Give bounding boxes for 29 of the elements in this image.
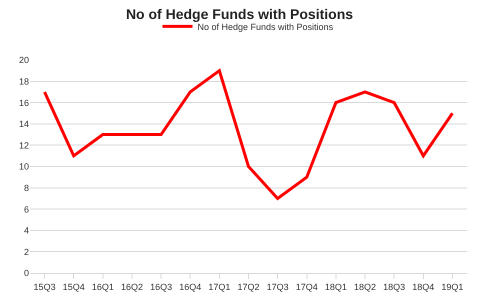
y-tick-label: 12 [18,140,29,150]
legend-label: No of Hedge Funds with Positions [198,22,334,32]
x-tick-label: 17Q4 [296,282,318,292]
x-tick-label: 17Q1 [208,282,230,292]
x-tick-label: 16Q1 [92,282,114,292]
x-tick-label: 16Q2 [120,282,143,292]
y-tick-label: 10 [18,162,29,172]
x-tick-label: 18Q3 [383,282,406,292]
x-tick-label: 18Q1 [324,282,347,292]
x-tick-label: 16Q3 [150,282,172,292]
y-tick-label: 18 [18,76,29,86]
y-tick-label: 14 [18,119,29,130]
y-tick-label: 0 [24,268,29,278]
y-tick-label: 4 [24,226,29,236]
x-tick-label: 16Q4 [179,282,202,292]
y-tick-label: 8 [24,182,29,193]
x-tick-label: 18Q2 [354,282,376,292]
x-tick-label: 17Q3 [266,282,289,292]
y-tick-label: 6 [24,204,29,214]
chart-title: No of Hedge Funds with Positions [126,6,354,22]
y-tick-label: 16 [18,98,29,108]
y-tick-label: 2 [24,246,29,257]
x-tick-label: 17Q2 [237,282,260,292]
line-series [43,69,454,200]
x-tick-label: 19Q1 [441,282,464,292]
x-tick-label: 18Q4 [412,282,434,292]
x-tick-label: 15Q3 [34,282,56,292]
y-tick-label: 20 [18,55,29,66]
x-tick-label: 15Q4 [62,282,85,292]
